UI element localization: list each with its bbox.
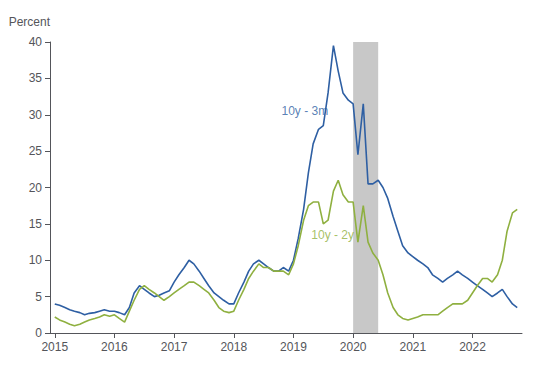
svg-text:30: 30: [29, 108, 43, 122]
svg-text:0: 0: [35, 326, 42, 340]
svg-text:2018: 2018: [220, 340, 247, 354]
svg-text:Percent: Percent: [9, 15, 51, 29]
svg-text:35: 35: [29, 71, 43, 85]
svg-text:2021: 2021: [399, 340, 426, 354]
svg-text:10y - 2y: 10y - 2y: [311, 228, 354, 242]
svg-text:2020: 2020: [340, 340, 367, 354]
svg-text:15: 15: [29, 217, 43, 231]
svg-text:2016: 2016: [101, 340, 128, 354]
svg-text:10y - 3m: 10y - 3m: [282, 104, 329, 118]
svg-text:2022: 2022: [459, 340, 486, 354]
svg-text:40: 40: [29, 35, 43, 49]
svg-text:5: 5: [35, 290, 42, 304]
svg-text:2019: 2019: [280, 340, 307, 354]
svg-text:10: 10: [29, 253, 43, 267]
svg-text:20: 20: [29, 181, 43, 195]
svg-text:25: 25: [29, 144, 43, 158]
svg-text:2015: 2015: [41, 340, 68, 354]
svg-text:2017: 2017: [161, 340, 188, 354]
